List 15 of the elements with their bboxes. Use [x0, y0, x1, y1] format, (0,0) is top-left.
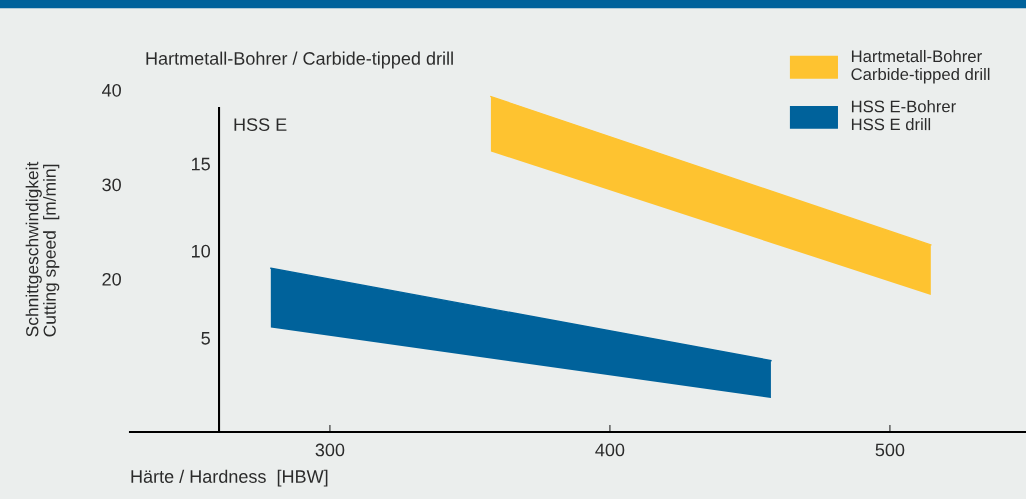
y2-tick-label: 15: [192, 157, 210, 171]
y2-tick-label: 5: [201, 332, 210, 345]
x-axis-title: Härte / Hardness [HBW]: [131, 469, 328, 487]
legend-label: HSS E-Bohrer HSS E drill: [851, 100, 956, 131]
legend-label: Hartmetall-Bohrer Carbide-tipped drill: [851, 49, 990, 84]
y-tick-label: 20: [102, 272, 121, 286]
y-tick-label: 30: [102, 178, 121, 192]
y-axis-title: Schnittgeschwindigkeit Cutting speed [m/min]: [25, 161, 60, 337]
y-tick-label: 40: [102, 83, 121, 97]
x-tick-label: 400: [595, 443, 625, 457]
x-tick-label: 500: [875, 443, 905, 457]
x-tick-label: 300: [315, 443, 345, 457]
y2-axis-title: HSS E: [234, 118, 287, 131]
chart-title: Hartmetall-Bohrer / Carbide-tipped drill: [146, 51, 453, 69]
y2-tick-label: 10: [192, 244, 210, 258]
